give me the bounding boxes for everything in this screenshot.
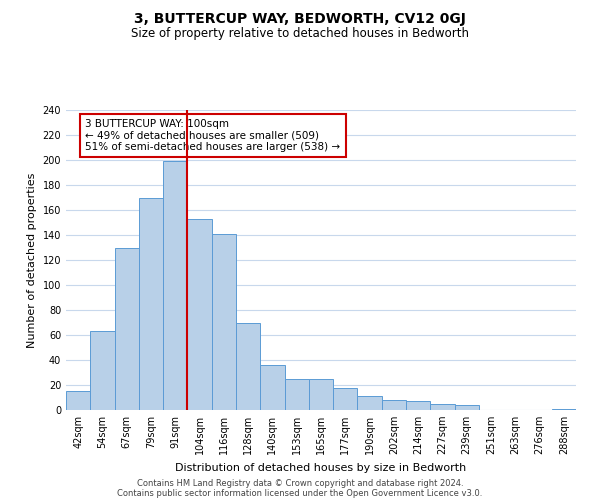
Bar <box>552 409 576 410</box>
Bar <box>260 365 284 410</box>
Bar <box>90 331 115 410</box>
Text: Contains public sector information licensed under the Open Government Licence v3: Contains public sector information licen… <box>118 488 482 498</box>
Bar <box>358 396 382 410</box>
Bar <box>212 234 236 410</box>
Bar <box>66 391 90 410</box>
Bar <box>455 405 479 410</box>
Text: 3, BUTTERCUP WAY, BEDWORTH, CV12 0GJ: 3, BUTTERCUP WAY, BEDWORTH, CV12 0GJ <box>134 12 466 26</box>
Text: Contains HM Land Registry data © Crown copyright and database right 2024.: Contains HM Land Registry data © Crown c… <box>137 478 463 488</box>
Bar <box>115 248 139 410</box>
Bar <box>382 400 406 410</box>
Bar <box>187 219 212 410</box>
Bar <box>284 379 309 410</box>
Bar <box>236 322 260 410</box>
Bar <box>430 404 455 410</box>
X-axis label: Distribution of detached houses by size in Bedworth: Distribution of detached houses by size … <box>175 462 467 472</box>
Y-axis label: Number of detached properties: Number of detached properties <box>27 172 37 348</box>
Bar <box>309 379 333 410</box>
Text: 3 BUTTERCUP WAY: 100sqm
← 49% of detached houses are smaller (509)
51% of semi-d: 3 BUTTERCUP WAY: 100sqm ← 49% of detache… <box>85 118 341 152</box>
Bar <box>139 198 163 410</box>
Bar <box>163 161 187 410</box>
Bar <box>333 388 358 410</box>
Bar <box>406 401 430 410</box>
Text: Size of property relative to detached houses in Bedworth: Size of property relative to detached ho… <box>131 28 469 40</box>
